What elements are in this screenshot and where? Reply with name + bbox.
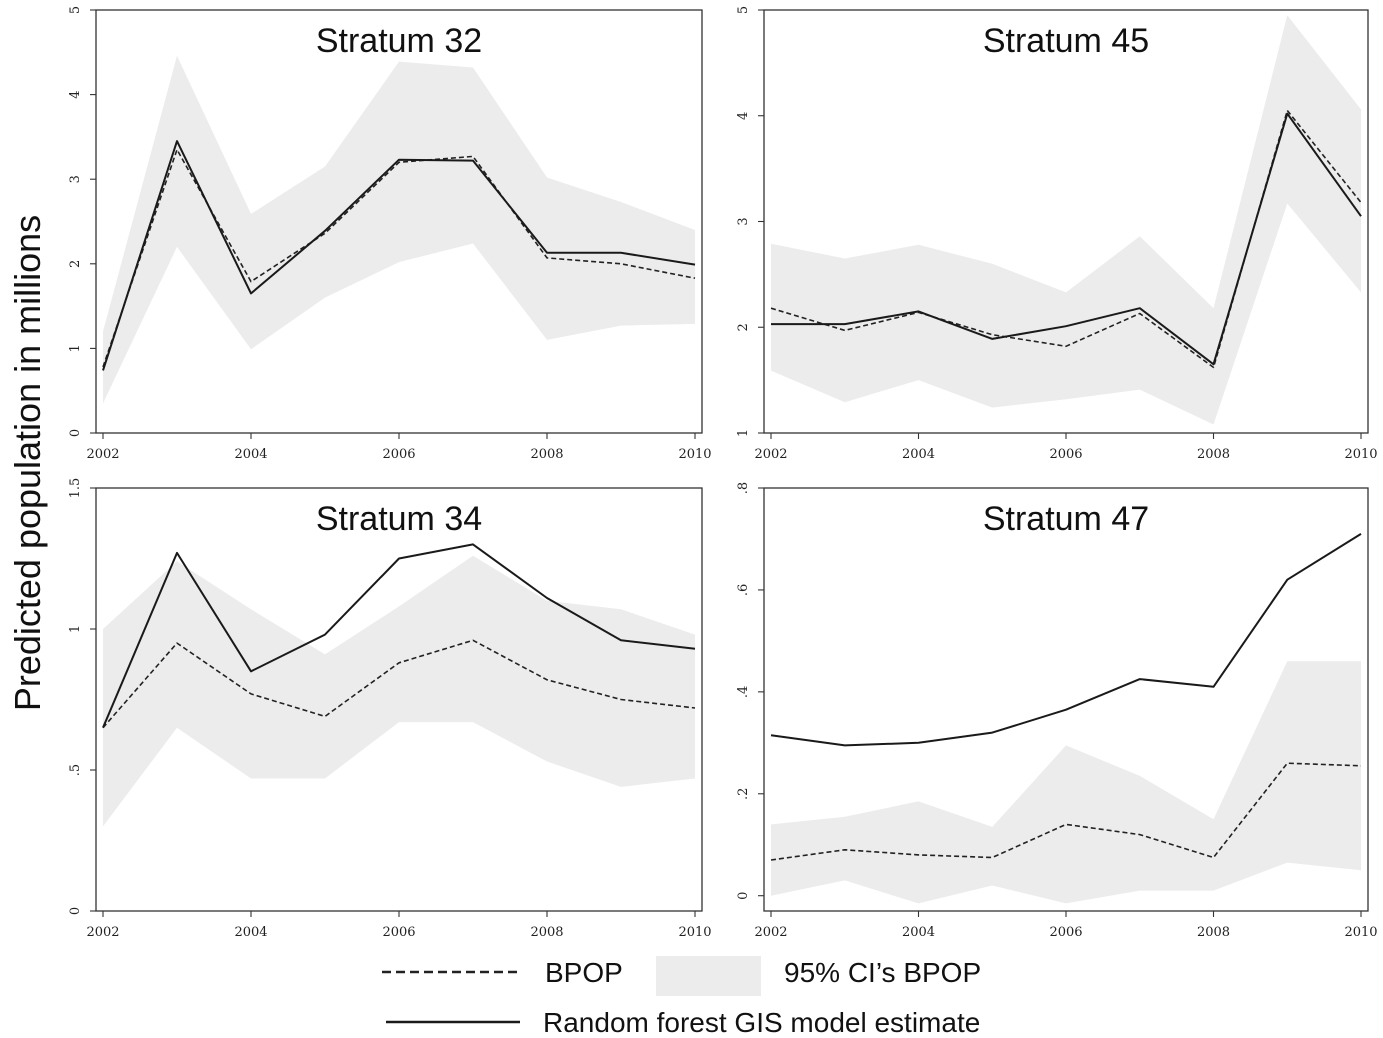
x-tick-label: 2006 <box>382 925 415 940</box>
x-tick-label: 2010 <box>678 925 711 940</box>
y-tick-label: 0 <box>68 907 83 915</box>
y-tick-label: 5 <box>68 6 83 14</box>
panel-title: Stratum 34 <box>316 500 482 538</box>
panel-title: Stratum 32 <box>316 22 482 60</box>
x-tick-label: 2002 <box>86 925 119 940</box>
rf-estimate-line <box>102 543 696 729</box>
panel-title: Stratum 47 <box>983 500 1149 538</box>
x-tick-label: 2004 <box>234 447 267 462</box>
legend-ci-swatch <box>656 956 761 996</box>
bpop-line <box>102 639 696 729</box>
panel-1: 2002 2004 2006 2008 2010 0 1 2 3 4 5 Stratum 32 <box>68 6 712 462</box>
rf-estimate-line <box>771 112 1362 366</box>
x-tick-label: 2002 <box>754 447 787 462</box>
ci-band <box>103 555 695 827</box>
panel-3: 2002 2004 2006 2008 2010 0 .5 1 1.5 Stratum 34 <box>68 478 712 940</box>
y-tick-label: 2 <box>68 260 83 268</box>
y-tick-label: 4 <box>68 90 83 98</box>
y-tick-label: 5 <box>736 6 751 14</box>
y-tick-label: .4 <box>736 686 751 698</box>
y-tick-label: .8 <box>736 482 751 494</box>
x-tick-label: 2010 <box>1344 447 1377 462</box>
legend-bpop-label: BPOP <box>545 957 623 988</box>
legend-ci-label: 95% CI’s BPOP <box>784 957 981 988</box>
y-tick-label: .5 <box>68 764 83 776</box>
x-tick-label: 2008 <box>530 447 563 462</box>
x-tick-label: 2002 <box>86 447 119 462</box>
y-tick-label: 4 <box>736 112 751 120</box>
y-tick-label: 1 <box>736 429 751 437</box>
x-tick-label: 2004 <box>234 925 267 940</box>
x-tick-label: 2002 <box>754 925 787 940</box>
rf-estimate-line <box>102 140 696 371</box>
x-tick-label: 2008 <box>530 925 563 940</box>
legend: BPOP 95% CI’s BPOP Random forest GIS mod… <box>382 956 981 1038</box>
y-tick-label: 3 <box>736 217 751 225</box>
panel-4: 2002 2004 2006 2008 2010 0 .2 .4 .6 .8 Stratum 47 <box>736 482 1378 940</box>
x-tick-label: 2008 <box>1197 447 1230 462</box>
ci-band <box>771 15 1361 425</box>
bpop-line <box>770 762 1362 861</box>
x-tick-label: 2004 <box>902 447 935 462</box>
y-tick-label: 1 <box>68 625 83 633</box>
x-tick-label: 2006 <box>382 447 415 462</box>
y-tick-label: 1.5 <box>68 478 83 499</box>
x-tick-label: 2008 <box>1197 925 1230 940</box>
ci-band <box>103 55 695 404</box>
y-tick-label: .2 <box>736 788 751 800</box>
y-tick-label: 0 <box>68 429 83 437</box>
x-tick-label: 2006 <box>1049 925 1082 940</box>
bpop-line <box>770 109 1362 369</box>
y-tick-label: 0 <box>736 892 751 900</box>
y-tick-label: 2 <box>736 323 751 331</box>
y-tick-label: 3 <box>68 175 83 183</box>
x-tick-label: 2004 <box>902 925 935 940</box>
y-axis-label: Predicted population in millions <box>7 215 48 711</box>
legend-rf-label: Random forest GIS model estimate <box>543 1007 980 1038</box>
y-tick-label: 1 <box>68 344 83 352</box>
y-tick-label: .6 <box>736 584 751 596</box>
x-tick-label: 2006 <box>1049 447 1082 462</box>
panel-2: 2002 2004 2006 2008 2010 1 2 3 4 5 Stratum 45 <box>736 6 1378 462</box>
ci-band <box>771 661 1361 904</box>
rf-estimate-line <box>770 533 1362 747</box>
panel-title: Stratum 45 <box>983 22 1149 60</box>
x-tick-label: 2010 <box>678 447 711 462</box>
x-tick-label: 2010 <box>1344 925 1377 940</box>
